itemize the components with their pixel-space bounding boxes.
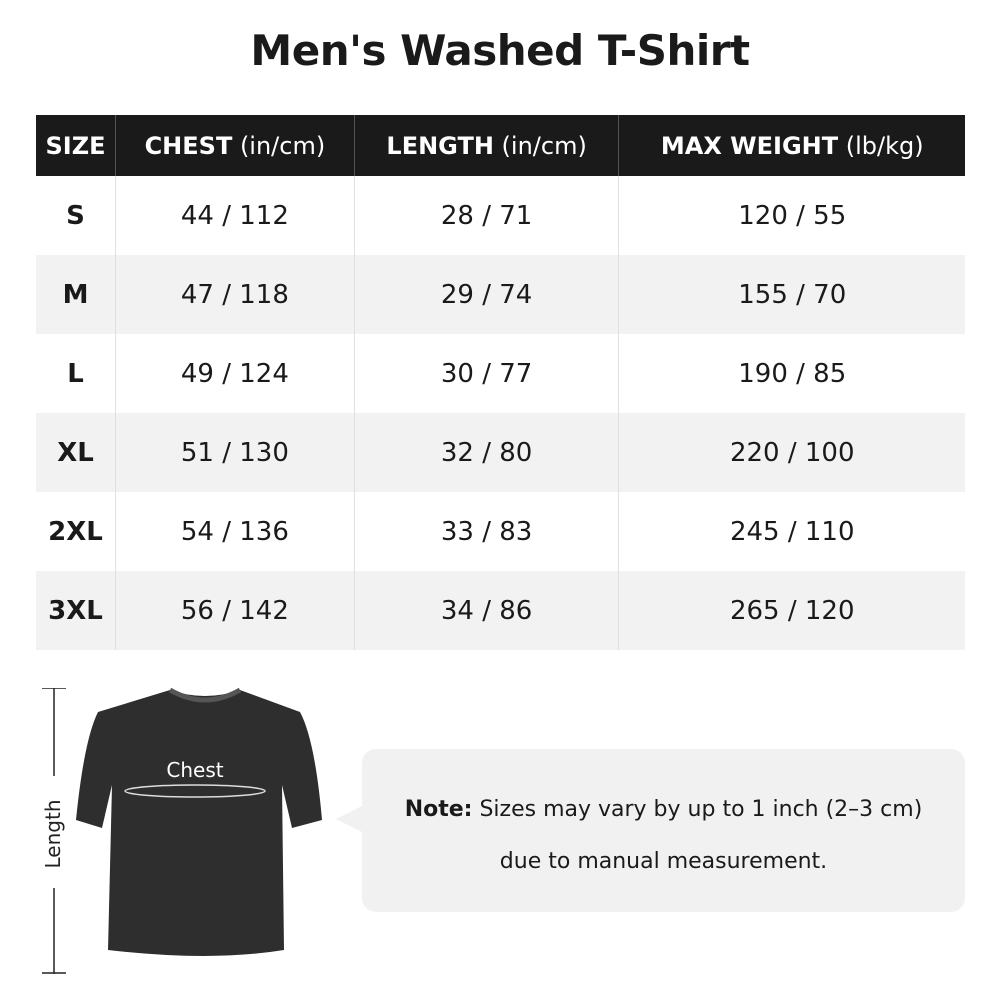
table-row: 2XL 54 / 136 33 / 83 245 / 110 [36, 492, 965, 571]
length-indicator: Length [41, 688, 66, 974]
chest-arrow [124, 784, 266, 798]
table-cell: 30 / 77 [354, 334, 620, 413]
table-cell: 3XL [36, 571, 117, 650]
note-prefix: Note: [404, 797, 473, 822]
note-line2: due to manual measurement. [499, 849, 828, 874]
table-cell: 2XL [36, 492, 117, 571]
header-label: SIZE [45, 131, 106, 160]
table-cell: 33 / 83 [354, 492, 620, 571]
header-label: MAX WEIGHT [660, 131, 839, 160]
table-cell: 245 / 110 [729, 516, 855, 547]
header-unit: (in/cm) [232, 131, 326, 160]
table-cell: 29 / 74 [354, 255, 620, 334]
table-cell: 47 / 118 [115, 255, 355, 334]
header-unit: (in/cm) [493, 131, 587, 160]
table-cell: XL [36, 413, 117, 492]
table-cell: 28 / 71 [354, 176, 620, 255]
table-row: S 44 / 112 28 / 71 120 / 55 [36, 176, 965, 255]
table-cell: 54 / 136 [115, 492, 355, 571]
column-header: CHEST (in/cm) [115, 115, 355, 176]
note-box: Note: Sizes may vary by up to 1 inch (2–… [336, 749, 965, 912]
column-header: MAX WEIGHT (lb/kg) [618, 115, 965, 176]
table-cell: M [36, 255, 117, 334]
table-cell: 220 / 100 [618, 413, 965, 492]
table-row: L 49 / 124 30 / 77 190 / 85 [36, 334, 965, 413]
table-row: XL 51 / 130 32 / 80 220 / 100 [36, 413, 965, 492]
table-cell: 155 / 70 [618, 255, 965, 334]
length-label: Length [41, 800, 65, 869]
table-row: 3XL 56 / 142 34 / 86 265 / 120 [36, 571, 965, 650]
table-cell: S [36, 176, 117, 255]
size-table: SIZE CHEST (in/cm) LENGTH (in/cm) MAX WEIGH… [36, 115, 965, 650]
table-cell: L [36, 334, 117, 413]
header-label: LENGTH [386, 131, 494, 160]
table-cell: 190 / 85 [738, 358, 847, 389]
table-cell: 32 / 80 [354, 413, 620, 492]
header-label: CHEST [144, 131, 233, 160]
note-line1: Sizes may vary by up to 1 inch (2–3 cm) [472, 797, 923, 822]
column-header: LENGTH (in/cm) [354, 115, 620, 176]
table-cell: 56 / 142 [115, 571, 355, 650]
table-row: M 47 / 118 29 / 74 155 / 70 [36, 255, 965, 334]
table-cell: 265 / 120 [618, 571, 965, 650]
table-cell: 120 / 55 [738, 200, 847, 231]
table-cell: 49 / 124 [115, 334, 355, 413]
header-unit: (lb/kg) [838, 131, 924, 160]
page-title: Men's Washed T-Shirt [250, 26, 750, 75]
table-cell: 44 / 112 [115, 176, 355, 255]
column-header: SIZE [36, 115, 117, 176]
table-cell: 51 / 130 [115, 413, 355, 492]
tshirt-image: Chest [76, 687, 322, 956]
chest-label: Chest [166, 758, 223, 782]
table-cell: 34 / 86 [354, 571, 620, 650]
